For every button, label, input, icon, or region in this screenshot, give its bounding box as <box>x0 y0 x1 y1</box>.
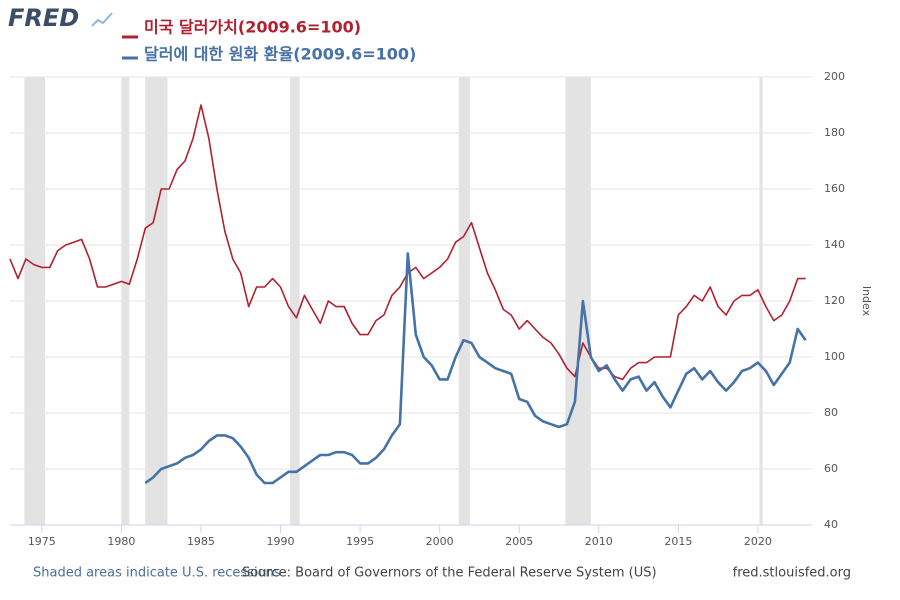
y-tick-label: 60 <box>824 462 838 475</box>
legend-label: 미국 달러가치(2009.6=100) <box>144 18 361 37</box>
legend-label: 달러에 대한 원화 환율(2009.6=100) <box>144 45 416 64</box>
logo-icon <box>91 12 113 27</box>
source: Source: Board of Governors of the Federa… <box>242 566 657 581</box>
y-tick-label: 140 <box>824 238 845 251</box>
site: fred.stlouisfed.org <box>733 566 851 581</box>
x-tick-label: 2000 <box>426 535 454 548</box>
y-tick-label: 160 <box>824 182 845 195</box>
y-tick-label: 200 <box>824 70 845 83</box>
logo: FRED <box>8 4 79 32</box>
x-tick-label: 1995 <box>346 535 374 548</box>
x-tick-label: 2005 <box>505 535 533 548</box>
x-tick-label: 2020 <box>744 535 772 548</box>
x-tick-label: 2010 <box>585 535 613 548</box>
recession-note: Shaded areas indicate U.S. recessions <box>33 566 281 581</box>
y-tick-label: 100 <box>824 350 845 363</box>
y-tick-label: 180 <box>824 126 845 139</box>
x-tick-label: 1975 <box>28 535 56 548</box>
x-tick-label: 1990 <box>267 535 295 548</box>
x-tick-label: 2015 <box>664 535 692 548</box>
y-tick-label: 80 <box>824 406 838 419</box>
series-line <box>144 252 807 485</box>
y-tick-label: 40 <box>824 518 838 531</box>
y-tick-label: 120 <box>824 294 845 307</box>
y-axis-label: Index <box>860 286 873 317</box>
x-tick-label: 1985 <box>187 535 215 548</box>
x-tick-label: 1980 <box>107 535 135 548</box>
